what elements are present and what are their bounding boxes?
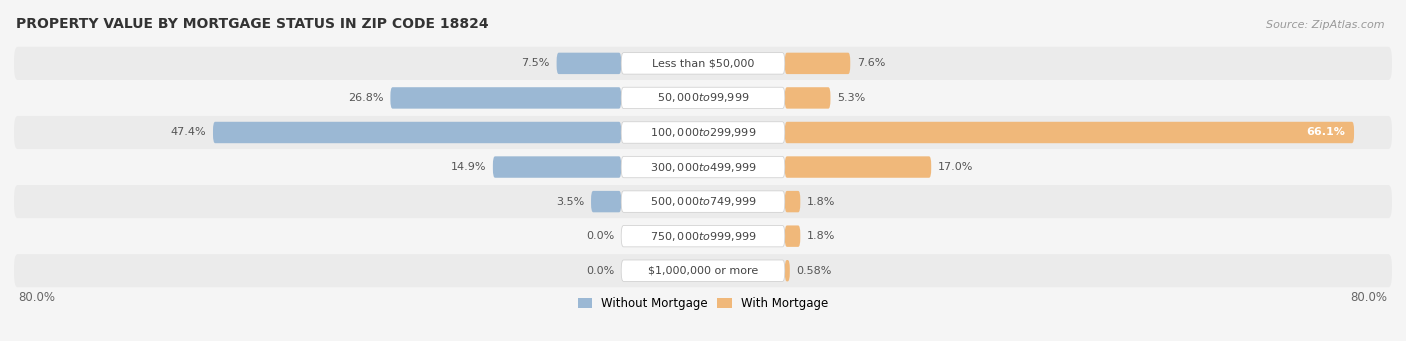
Text: 66.1%: 66.1% [1306,128,1346,137]
Text: 0.58%: 0.58% [797,266,832,276]
Text: 26.8%: 26.8% [349,93,384,103]
Text: 80.0%: 80.0% [18,291,55,304]
Text: Source: ZipAtlas.com: Source: ZipAtlas.com [1267,20,1385,30]
FancyBboxPatch shape [14,220,1392,253]
Text: Less than $50,000: Less than $50,000 [652,58,754,69]
Text: 5.3%: 5.3% [838,93,866,103]
FancyBboxPatch shape [391,87,621,109]
Text: $750,000 to $999,999: $750,000 to $999,999 [650,229,756,243]
FancyBboxPatch shape [785,156,931,178]
FancyBboxPatch shape [621,191,785,212]
Text: 80.0%: 80.0% [1351,291,1388,304]
Text: 7.5%: 7.5% [522,58,550,69]
FancyBboxPatch shape [557,53,621,74]
FancyBboxPatch shape [494,156,621,178]
Text: 0.0%: 0.0% [586,231,614,241]
Legend: Without Mortgage, With Mortgage: Without Mortgage, With Mortgage [574,293,832,315]
FancyBboxPatch shape [14,81,1392,115]
FancyBboxPatch shape [621,225,785,247]
Text: 1.8%: 1.8% [807,197,835,207]
Text: 7.6%: 7.6% [858,58,886,69]
FancyBboxPatch shape [621,53,785,74]
Text: $500,000 to $749,999: $500,000 to $749,999 [650,195,756,208]
Text: PROPERTY VALUE BY MORTGAGE STATUS IN ZIP CODE 18824: PROPERTY VALUE BY MORTGAGE STATUS IN ZIP… [15,17,488,31]
FancyBboxPatch shape [621,156,785,178]
FancyBboxPatch shape [621,260,785,281]
FancyBboxPatch shape [14,47,1392,80]
Text: 47.4%: 47.4% [170,128,207,137]
Text: $300,000 to $499,999: $300,000 to $499,999 [650,161,756,174]
FancyBboxPatch shape [785,225,800,247]
Text: $100,000 to $299,999: $100,000 to $299,999 [650,126,756,139]
Text: 17.0%: 17.0% [938,162,973,172]
FancyBboxPatch shape [785,87,831,109]
Text: $50,000 to $99,999: $50,000 to $99,999 [657,91,749,104]
Text: 3.5%: 3.5% [555,197,583,207]
FancyBboxPatch shape [785,53,851,74]
FancyBboxPatch shape [14,150,1392,184]
Text: $1,000,000 or more: $1,000,000 or more [648,266,758,276]
Text: 0.0%: 0.0% [586,266,614,276]
Text: 1.8%: 1.8% [807,231,835,241]
FancyBboxPatch shape [14,254,1392,287]
FancyBboxPatch shape [591,191,621,212]
FancyBboxPatch shape [212,122,621,143]
FancyBboxPatch shape [621,122,785,143]
FancyBboxPatch shape [785,260,790,281]
FancyBboxPatch shape [14,185,1392,218]
FancyBboxPatch shape [785,122,1354,143]
FancyBboxPatch shape [785,191,800,212]
FancyBboxPatch shape [621,87,785,109]
Text: 14.9%: 14.9% [450,162,486,172]
FancyBboxPatch shape [14,116,1392,149]
